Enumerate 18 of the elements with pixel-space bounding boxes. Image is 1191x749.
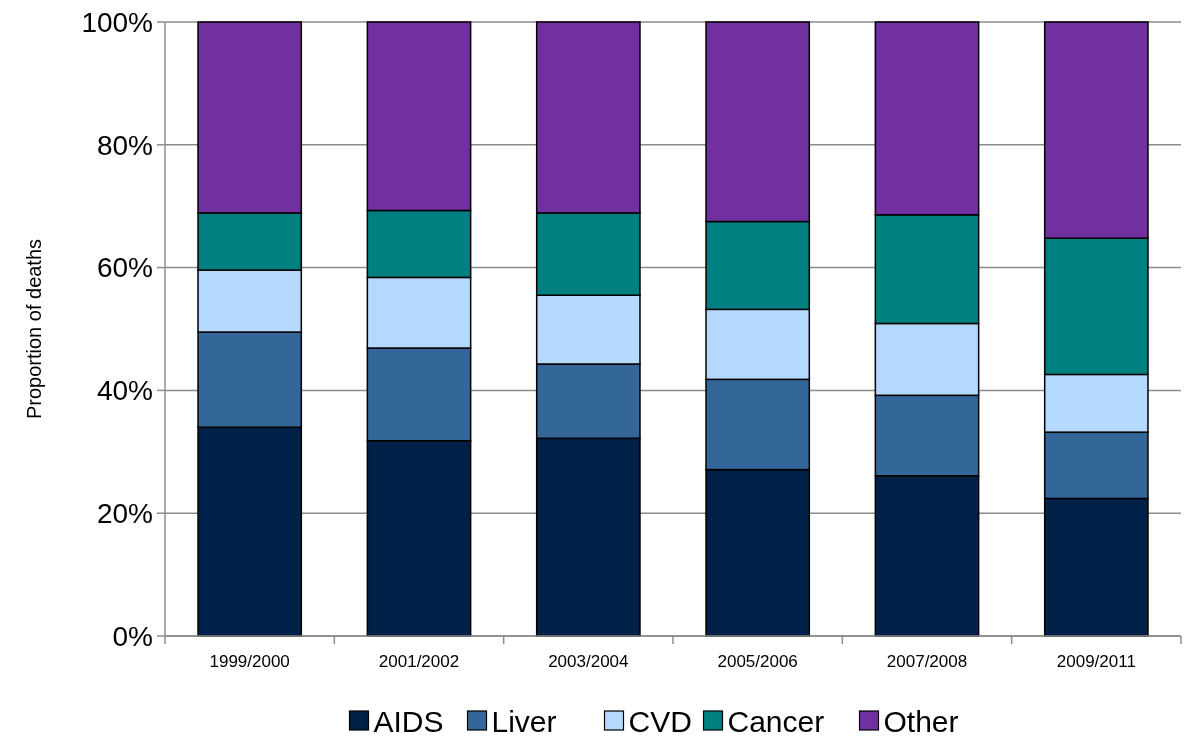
x-tick-label: 2007/2008 xyxy=(886,652,968,671)
y-tick-label: 80% xyxy=(96,129,153,161)
y-tick-label: 0% xyxy=(112,620,153,652)
y-tick-label: 100% xyxy=(81,6,153,38)
y-axis-title: Proportion of deaths xyxy=(23,238,45,420)
x-tick-label: 2005/2006 xyxy=(717,652,798,671)
x-tick-label: 2009/2011 xyxy=(1056,652,1136,671)
y-tick-label: 40% xyxy=(96,375,153,407)
y-tick-label: 20% xyxy=(96,498,153,529)
legend-label: CVD xyxy=(628,704,692,738)
x-tick-label: 2003/2004 xyxy=(548,652,629,671)
legend-label: Cancer xyxy=(727,704,825,738)
legend-label: AIDS xyxy=(373,704,444,738)
x-tick-label: 1999/2000 xyxy=(209,652,290,671)
x-tick-label: 2001/2002 xyxy=(378,652,460,671)
y-tick-label: 60% xyxy=(96,252,153,284)
legend-label: Liver xyxy=(491,704,557,738)
legend-label: Other xyxy=(883,704,959,738)
